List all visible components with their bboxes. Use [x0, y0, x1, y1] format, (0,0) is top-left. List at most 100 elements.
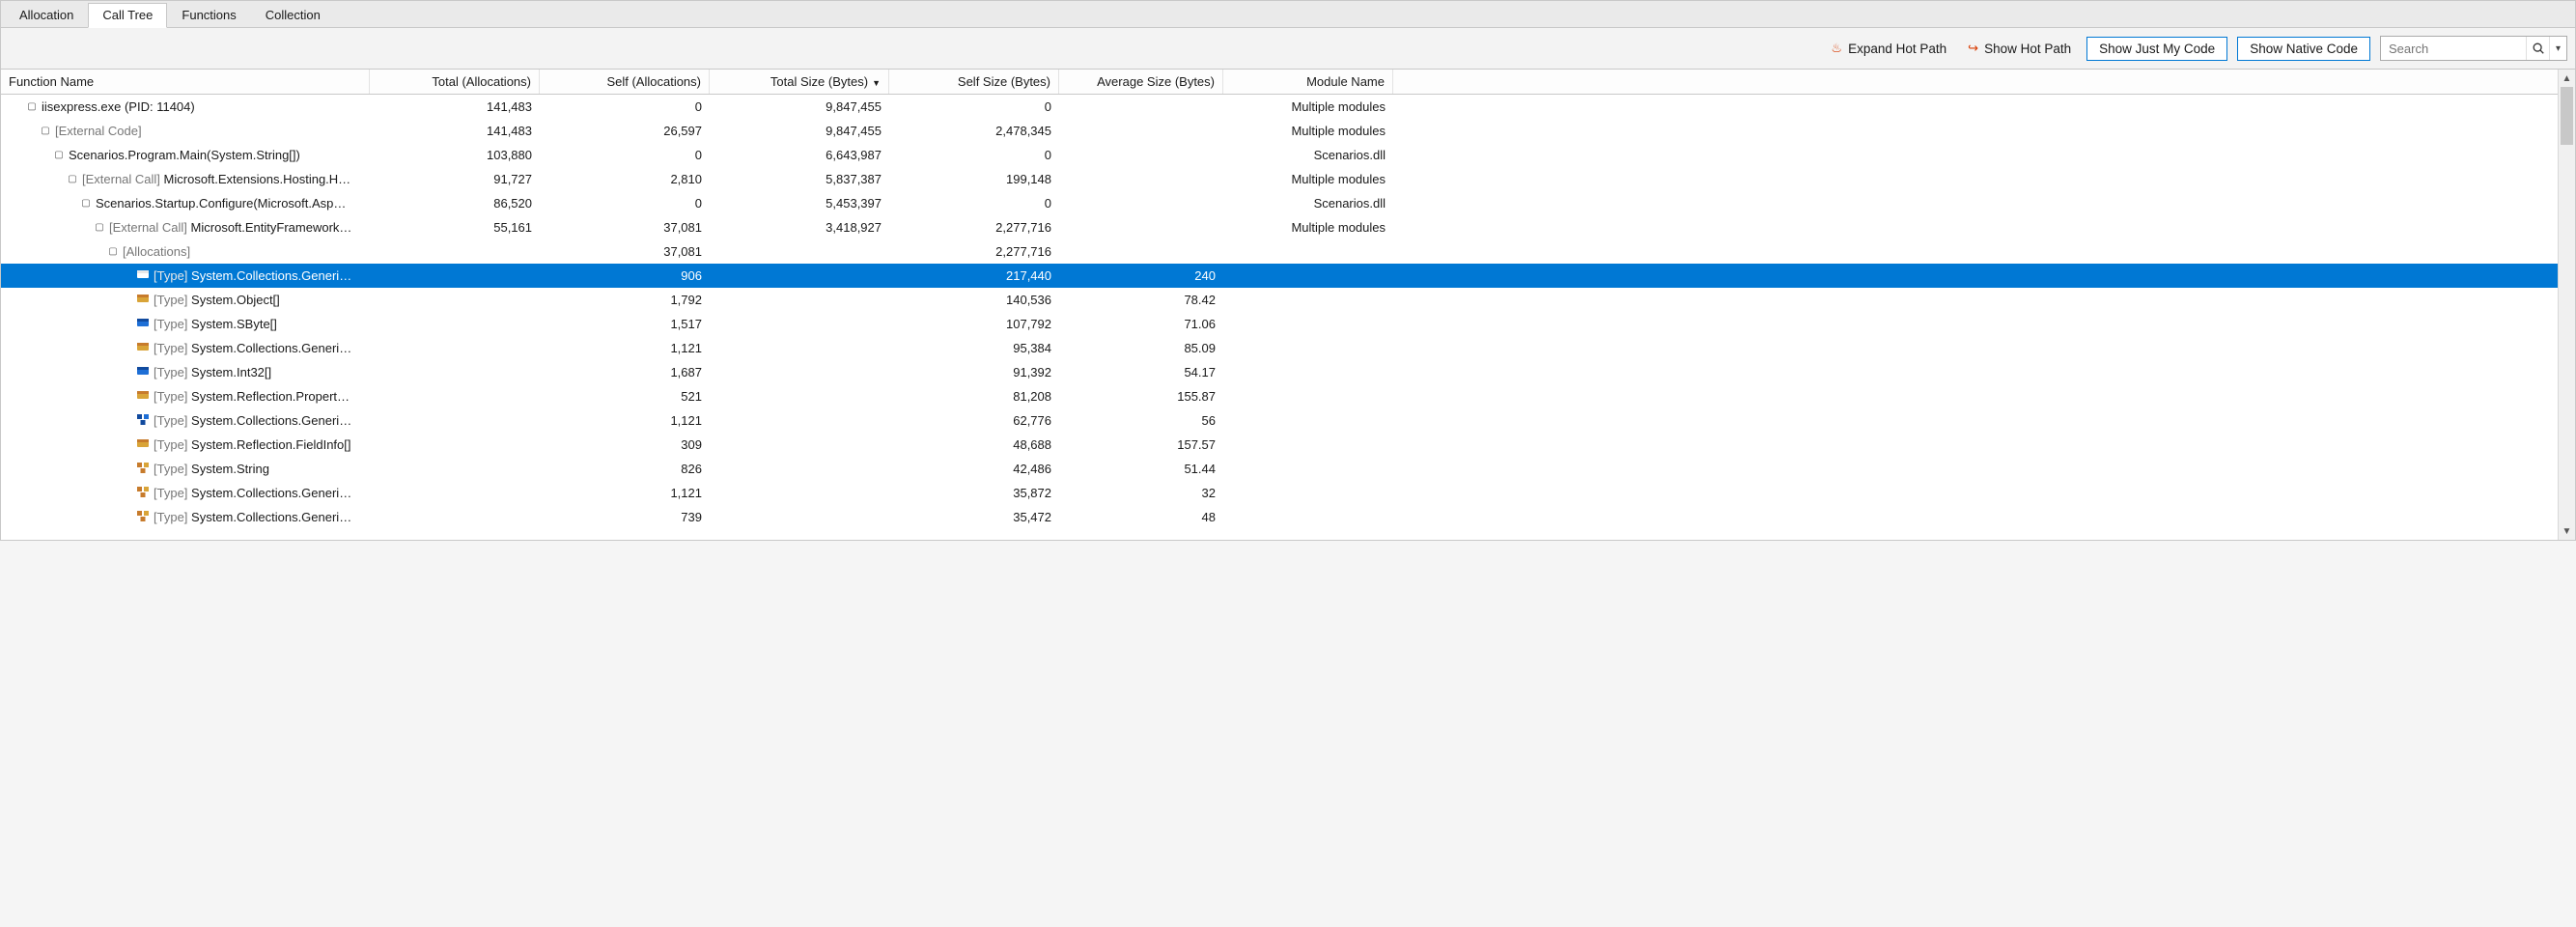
scroll-thumb[interactable]	[2561, 87, 2573, 145]
cell-function-name: [Type] System.String	[1, 459, 370, 479]
cell-avg-size: 85.09	[1059, 339, 1223, 357]
show-hot-path-action[interactable]: ↪ Show Hot Path	[1962, 39, 2077, 58]
type-icon	[136, 436, 150, 453]
cell-self-size: 2,277,716	[889, 218, 1059, 237]
tab-call-tree[interactable]: Call Tree	[88, 3, 167, 28]
tree-row[interactable]: [Type] System.Collections.Generi…906217,…	[1, 264, 2558, 288]
cell-total-alloc	[370, 467, 540, 471]
cell-self-size: 0	[889, 98, 1059, 116]
cell-function-name: ▢ Scenarios.Program.Main(System.String[])	[1, 146, 370, 164]
show-just-my-code-button[interactable]: Show Just My Code	[2086, 37, 2227, 61]
expander-icon[interactable]: ▢	[26, 101, 38, 112]
cell-avg-size	[1059, 202, 1223, 206]
row-label: [External Code]	[55, 124, 142, 138]
scroll-down-icon[interactable]: ▼	[2559, 522, 2575, 540]
cell-self-alloc: 1,687	[540, 363, 710, 381]
cell-self-size: 35,872	[889, 484, 1059, 502]
cell-self-size: 0	[889, 194, 1059, 212]
tree-row[interactable]: [Type] System.Reflection.Propert…52181,2…	[1, 384, 2558, 408]
expand-hot-path-action[interactable]: ♨ Expand Hot Path	[1825, 39, 1952, 58]
expander-icon[interactable]: ▢	[80, 198, 92, 209]
expander-icon[interactable]: ▢	[107, 246, 119, 257]
row-name: Microsoft.Extensions.Hosting.H…	[164, 172, 351, 186]
tree-row[interactable]: [Type] System.Reflection.FieldInfo[]3094…	[1, 433, 2558, 457]
row-prefix: [Type]	[154, 413, 191, 428]
col-avg-size[interactable]: Average Size (Bytes)	[1059, 70, 1223, 94]
tree-row[interactable]: [Type] System.Collections.Generi… 1,121 35…	[1, 481, 2558, 505]
cell-function-name: [Type] System.Object[]	[1, 290, 370, 310]
tree-row[interactable]: ▢[External Call] Microsoft.Extensions.Ho…	[1, 167, 2558, 191]
tree-row[interactable]: [Type] System.Collections.Generi…73935,4…	[1, 505, 2558, 529]
search-dropdown-icon[interactable]: ▾	[2549, 37, 2566, 60]
cell-function-name: [Type] System.Collections.Generi…	[1, 483, 370, 503]
tree-row[interactable]: [Type] System.SByte[]1,517107,79271.06	[1, 312, 2558, 336]
type-icon	[136, 316, 150, 332]
tree-row[interactable]: ▢[Allocations]37,0812,277,716	[1, 239, 2558, 264]
row-name: System.Collections.Generi…	[191, 413, 351, 428]
tree-row[interactable]: ▢iisexpress.exe (PID: 11404)141,48309,84…	[1, 95, 2558, 119]
col-self-size[interactable]: Self Size (Bytes)	[889, 70, 1059, 94]
cell-total-size	[710, 298, 889, 302]
row-name: Microsoft.EntityFramework…	[191, 220, 352, 235]
cell-self-alloc: 1,121	[540, 484, 710, 502]
row-prefix: [Type]	[154, 437, 191, 452]
cell-self-alloc: 739	[540, 508, 710, 526]
col-total-allocations[interactable]: Total (Allocations)	[370, 70, 540, 94]
show-native-code-button[interactable]: Show Native Code	[2237, 37, 2370, 61]
col-function-name[interactable]: Function Name	[1, 70, 370, 94]
row-label: [Type] System.Object[]	[154, 293, 280, 307]
tree-row[interactable]: ▢ [External Call] Microsoft.EntityFramewo…	[1, 215, 2558, 239]
tree-row[interactable]: ▢[External Code]141,48326,5979,847,4552,…	[1, 119, 2558, 143]
scroll-up-icon[interactable]: ▲	[2559, 70, 2575, 87]
search-input[interactable]	[2381, 37, 2526, 60]
row-name: Scenarios.Program.Main(System.String[])	[69, 148, 300, 162]
cell-self-size: 48,688	[889, 435, 1059, 454]
cell-self-size: 140,536	[889, 291, 1059, 309]
tree-row[interactable]: ▢ Scenarios.Program.Main(System.String[])…	[1, 143, 2558, 167]
cell-total-alloc	[370, 274, 540, 278]
cell-function-name: ▢ [Allocations]	[1, 242, 370, 261]
row-prefix: [External Call]	[109, 220, 191, 235]
tree-row[interactable]: [Type] System.Object[]1,792140,53678.42	[1, 288, 2558, 312]
tab-functions[interactable]: Functions	[167, 3, 250, 27]
row-name: [Allocations]	[123, 244, 190, 259]
type-icon	[136, 267, 150, 284]
cell-total-alloc: 141,483	[370, 98, 540, 116]
tree-row[interactable]: [Type] System.Collections.Generi…1,12162…	[1, 408, 2558, 433]
cell-self-size: 91,392	[889, 363, 1059, 381]
col-total-size[interactable]: Total Size (Bytes)▼	[710, 70, 889, 94]
cell-function-name: ▢ [External Call] Microsoft.EntityFramewo…	[1, 218, 370, 237]
sort-indicator-icon: ▼	[872, 78, 881, 88]
cell-total-size	[710, 395, 889, 399]
cell-self-alloc: 26,597	[540, 122, 710, 140]
tree-row[interactable]: [Type] System.Collections.Generi…1,12195…	[1, 336, 2558, 360]
expander-icon[interactable]: ▢	[94, 222, 105, 233]
tree-row[interactable]: ▢Scenarios.Startup.Configure(Microsoft.A…	[1, 191, 2558, 215]
col-self-allocations[interactable]: Self (Allocations)	[540, 70, 710, 94]
row-name: System.Int32[]	[191, 365, 271, 379]
row-label: [Type] System.Int32[]	[154, 365, 271, 379]
vertical-scrollbar[interactable]: ▲ ▼	[2558, 70, 2575, 540]
cell-total-alloc	[370, 395, 540, 399]
cell-self-size: 35,472	[889, 508, 1059, 526]
cell-avg-size: 54.17	[1059, 363, 1223, 381]
cell-module	[1223, 395, 1393, 399]
row-prefix: [Type]	[154, 462, 191, 476]
expander-icon[interactable]: ▢	[40, 126, 51, 136]
row-name: System.Collections.Generi…	[191, 510, 351, 524]
tree-row[interactable]: [Type] System.Int32[] 1,687 91,39254.17	[1, 360, 2558, 384]
cell-module: Multiple modules	[1223, 170, 1393, 188]
cell-avg-size	[1059, 129, 1223, 133]
col-module[interactable]: Module Name	[1223, 70, 1393, 94]
cell-total-size	[710, 323, 889, 326]
tab-allocation[interactable]: Allocation	[5, 3, 88, 27]
expander-icon[interactable]: ▢	[67, 174, 78, 184]
tab-collection[interactable]: Collection	[251, 3, 335, 27]
cell-total-alloc	[370, 298, 540, 302]
type-icon	[136, 292, 150, 308]
cell-avg-size	[1059, 250, 1223, 254]
expander-icon[interactable]: ▢	[53, 150, 65, 160]
search-icon[interactable]	[2526, 37, 2549, 60]
row-prefix: [Type]	[154, 317, 191, 331]
tree-row[interactable]: [Type] System.String82642,48651.44	[1, 457, 2558, 481]
